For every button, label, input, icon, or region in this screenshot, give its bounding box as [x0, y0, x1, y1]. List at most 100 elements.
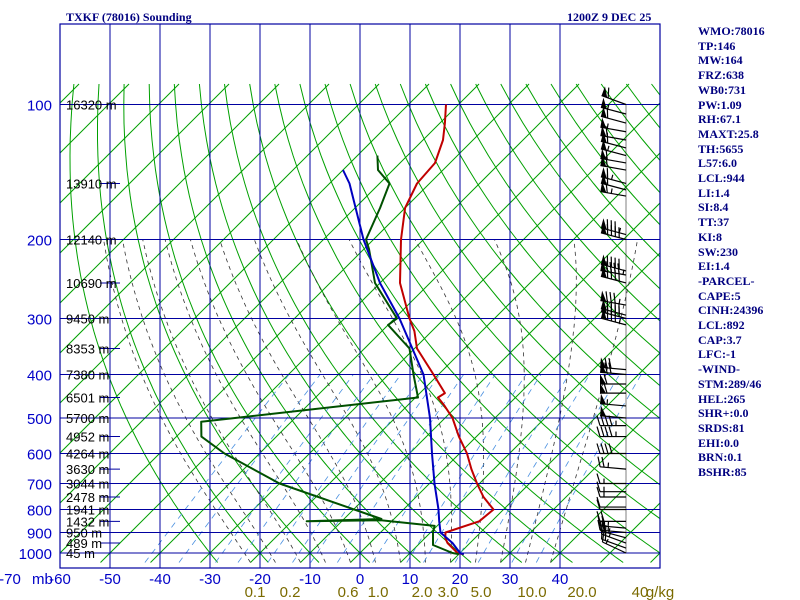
height-label: 5700 m: [66, 411, 109, 426]
index-line: TT:37: [698, 215, 730, 230]
wind-barb: [601, 86, 627, 106]
wind-barb: [600, 393, 627, 407]
mixing-ratio-line: [454, 374, 570, 563]
index-line: FRZ:638: [698, 68, 744, 83]
moist-adiabat-line: [253, 239, 401, 563]
pressure-tick-label: 400: [27, 368, 52, 385]
isotherm-line: [450, 352, 660, 563]
index-line: MAXT:25.8: [698, 126, 759, 141]
mixing-ratio-line: [267, 374, 402, 563]
temperature-profile-line: [399, 104, 495, 556]
dry-adiabat-line: [324, 83, 660, 520]
wind-barb: [596, 415, 626, 427]
mixing-ratio-lines: [144, 374, 642, 563]
moist-adiabat-line: [219, 239, 376, 563]
mixing-ratio-line: [423, 374, 542, 563]
pressure-tick-label: 1000: [19, 546, 52, 563]
index-line: MW:164: [698, 53, 743, 68]
index-line: EHI:0.0: [698, 435, 740, 450]
mixing-ratio-label: g/kg: [646, 584, 674, 600]
index-line: CINH:24396: [698, 303, 764, 318]
dry-adiabat-line: [173, 83, 421, 563]
pressure-tick-label: 900: [27, 525, 52, 542]
temperature-tick-label: 40: [552, 571, 569, 588]
isotherm-line: [400, 302, 660, 563]
moist-adiabat-line: [296, 239, 426, 563]
wind-barb: [600, 266, 627, 284]
wind-barb: [596, 499, 626, 511]
height-label: 45 m: [66, 546, 95, 561]
mixing-ratio-label: 3.0: [438, 584, 459, 600]
temperature-tick-label: -10: [299, 571, 321, 588]
dry-adiabat-line: [450, 83, 660, 354]
wind-barb: [600, 290, 627, 306]
dry-adiabat-line: [274, 83, 624, 563]
isotherm-line: [60, 83, 180, 204]
index-line: SHR+:0.0: [698, 406, 749, 421]
wind-barb: [600, 131, 627, 149]
moist-adiabat-line: [164, 239, 326, 563]
pressure-tick-label: 300: [27, 311, 52, 328]
temperature-tick-label: -70: [0, 571, 21, 588]
pressure-unit-label: mb: [32, 571, 53, 588]
index-line: SRDS:81: [698, 420, 745, 435]
index-line: CAP:3.7: [698, 332, 742, 347]
wind-barb: [596, 443, 626, 455]
mixing-ratio-line: [406, 374, 527, 563]
index-line: KI:8: [698, 229, 722, 244]
mixing-ratio-label: 1.0: [368, 584, 389, 600]
parcel-profile-line: [342, 169, 465, 556]
moist-adiabat-line: [550, 239, 638, 563]
mixing-ratio-label: 5.0: [471, 584, 492, 600]
height-label: 16320 m: [66, 98, 117, 113]
dry-adiabat-line: [249, 83, 573, 563]
index-line: LCL:944: [698, 171, 745, 186]
wind-barb: [596, 426, 626, 438]
index-line: SI:8.4: [698, 200, 729, 215]
height-label: 3044 m: [66, 477, 109, 492]
isotherm-line: [60, 83, 280, 304]
mixing-ratio-line: [310, 374, 440, 563]
height-label: 13910 m: [66, 176, 117, 191]
wind-barb: [600, 139, 627, 157]
height-label: 3630 m: [66, 462, 109, 477]
mixing-ratio-line: [372, 374, 496, 563]
height-label: 489 m: [66, 536, 102, 551]
isotherm-line: [60, 83, 380, 404]
sounding-time: 1200Z 9 DEC 25: [567, 10, 651, 24]
index-line: BRN:0.1: [698, 450, 743, 465]
temperature-tick-label: 10: [402, 571, 419, 588]
wind-barb: [600, 106, 627, 124]
mixing-ratio-label: 20.0: [567, 584, 596, 600]
pressure-tick-label: 500: [27, 411, 52, 428]
dry-adiabat-line: [475, 83, 660, 322]
height-label: 9450 m: [66, 311, 109, 326]
height-label: 10690 m: [66, 276, 117, 291]
mixing-ratio-label: 0.6: [338, 584, 359, 600]
mixing-ratio-label: 10.0: [517, 584, 546, 600]
pressure-tick-label: 200: [27, 233, 52, 250]
wind-barb: [600, 223, 627, 241]
isotherm-line: [500, 402, 660, 563]
index-line: LCL:892: [698, 318, 745, 333]
mixing-ratio-label: 40: [632, 584, 649, 600]
temperature-tick-label: 30: [502, 571, 519, 588]
dry-adiabat-line: [148, 83, 371, 563]
index-line: -PARCEL-: [698, 273, 755, 288]
isotherm-line: [60, 83, 430, 454]
height-label: 2478 m: [66, 490, 109, 505]
index-line: SW:230: [698, 244, 739, 259]
moist-adiabat-line: [103, 239, 251, 563]
pressure-tick-label: 700: [27, 477, 52, 494]
wind-barb: [596, 481, 626, 493]
wind-barb: [596, 496, 626, 508]
mixing-ratio-line: [535, 374, 642, 563]
dry-adiabat-line: [374, 83, 660, 453]
wind-barb: [597, 456, 627, 470]
temperature-tick-label: 0: [356, 571, 364, 588]
isotherm-line: [60, 83, 330, 354]
mixing-ratio-line: [292, 374, 424, 563]
index-line: WMO:78016: [698, 24, 765, 38]
